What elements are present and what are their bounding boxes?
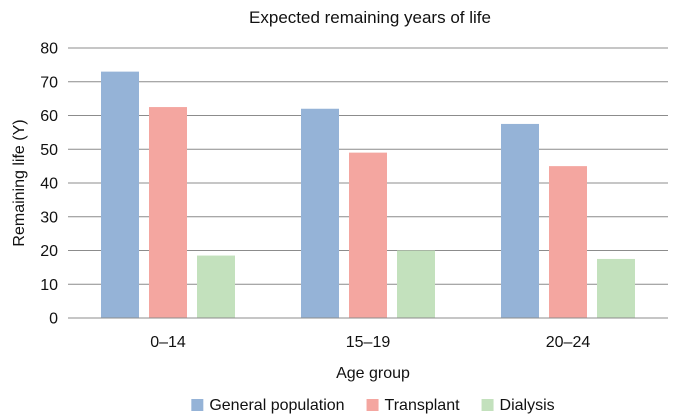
y-tick-label: 80 <box>40 41 58 58</box>
bar <box>597 258 635 318</box>
legend-label: Dialysis <box>500 397 555 414</box>
bar <box>149 107 187 318</box>
x-tick-label: 15–19 <box>346 334 391 351</box>
legend-label: Transplant <box>385 397 461 414</box>
y-tick-label: 0 <box>49 311 58 328</box>
x-tick-label: 0–14 <box>150 334 186 351</box>
legend-swatch <box>481 399 494 411</box>
y-tick-label: 20 <box>40 243 58 260</box>
chart-title: Expected remaining years of life <box>249 8 491 27</box>
bar <box>549 166 587 318</box>
x-axis-label: Age group <box>336 365 410 382</box>
y-tick-label: 60 <box>40 108 58 125</box>
bar <box>301 108 339 318</box>
y-tick-label: 50 <box>40 142 58 159</box>
legend-item: Dialysis <box>481 397 555 414</box>
legend-item: Transplant <box>366 397 461 414</box>
legend: General population Transplant Dialysis <box>191 397 555 414</box>
legend-label: General population <box>209 397 344 414</box>
y-tick-label: 70 <box>40 74 58 91</box>
legend-item: General population <box>191 397 345 414</box>
bar <box>197 255 235 318</box>
bars <box>101 71 635 318</box>
x-axis-ticks: 0–14 15–19 20–24 <box>150 334 590 351</box>
y-axis-label: Remaining life (Y) <box>11 119 28 246</box>
y-tick-label: 30 <box>40 209 58 226</box>
y-tick-label: 40 <box>40 176 58 193</box>
bar <box>397 250 435 318</box>
legend-swatch <box>366 399 379 411</box>
bar <box>101 71 139 318</box>
y-tick-label: 10 <box>40 277 58 294</box>
y-axis-ticks: 0 10 20 30 40 50 60 70 80 <box>40 41 58 328</box>
x-tick-label: 20–24 <box>546 334 591 351</box>
bar <box>501 123 539 318</box>
bar <box>349 152 387 318</box>
legend-swatch <box>191 399 204 411</box>
